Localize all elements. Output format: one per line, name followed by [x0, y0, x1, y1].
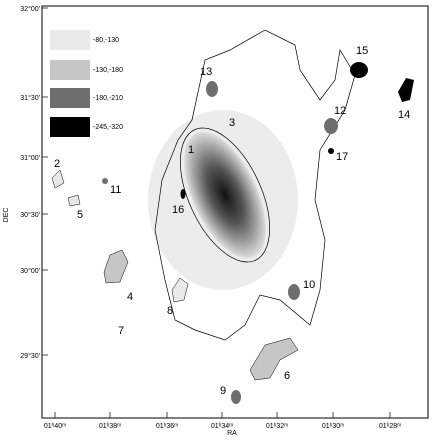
region-label: 3 — [229, 117, 235, 129]
legend-swatch — [50, 88, 90, 108]
region-label: 7 — [118, 325, 124, 337]
legend-swatch — [50, 60, 90, 80]
region-label: 12 — [334, 105, 346, 117]
legend-label: -80,-130 — [93, 37, 119, 44]
x-tick-label: 01ʰ30ᵐ — [322, 423, 344, 430]
x-tick-label: 01ʰ38ᵐ — [99, 423, 121, 430]
region-label: 10 — [303, 279, 315, 291]
legend-label: -245,-320 — [93, 124, 123, 131]
region-label: 5 — [77, 209, 83, 221]
x-tick-label: 01ʰ36ᵐ — [156, 423, 178, 430]
y-axis-label: DEC — [3, 208, 10, 223]
legend-label: -130,-180 — [93, 67, 123, 74]
x-tick-label: 01ʰ34ᵐ — [211, 423, 233, 430]
legend-swatch — [50, 30, 90, 50]
contour — [154, 29, 356, 341]
region-label: 16 — [172, 204, 184, 216]
y-tick-label: 30°30' — [20, 211, 40, 219]
y-tick-label: 29°30' — [20, 352, 40, 360]
y-tick-label: 30°00' — [20, 267, 40, 275]
galaxy — [180, 127, 270, 263]
x-axis-label: RA — [227, 430, 237, 436]
y-tick-label: 31°30' — [20, 94, 40, 102]
legend-label: -180,-210 — [93, 95, 123, 102]
region-label: 14 — [398, 109, 410, 121]
region-label: 11 — [110, 184, 121, 196]
legend-swatch — [50, 117, 90, 137]
region-label: 15 — [356, 45, 368, 57]
region-label: 2 — [54, 158, 60, 170]
region-label: 1 — [188, 144, 194, 156]
region-label: 8 — [167, 305, 173, 317]
y-tick-label: 32°00' — [20, 5, 40, 13]
region-label: 17 — [336, 151, 348, 163]
x-tick-label: 01ʰ32ᵐ — [266, 423, 288, 430]
region-label: 13 — [200, 66, 212, 78]
y-tick-label: 31°00' — [20, 154, 40, 162]
region-label: 6 — [284, 370, 290, 382]
x-tick-label: 01ʰ40ᵐ — [44, 423, 66, 430]
region-label: 9 — [220, 385, 226, 397]
region-label: 4 — [127, 291, 133, 303]
x-tick-label: 01ʰ28ᵐ — [379, 423, 401, 430]
clouds — [51, 62, 414, 404]
